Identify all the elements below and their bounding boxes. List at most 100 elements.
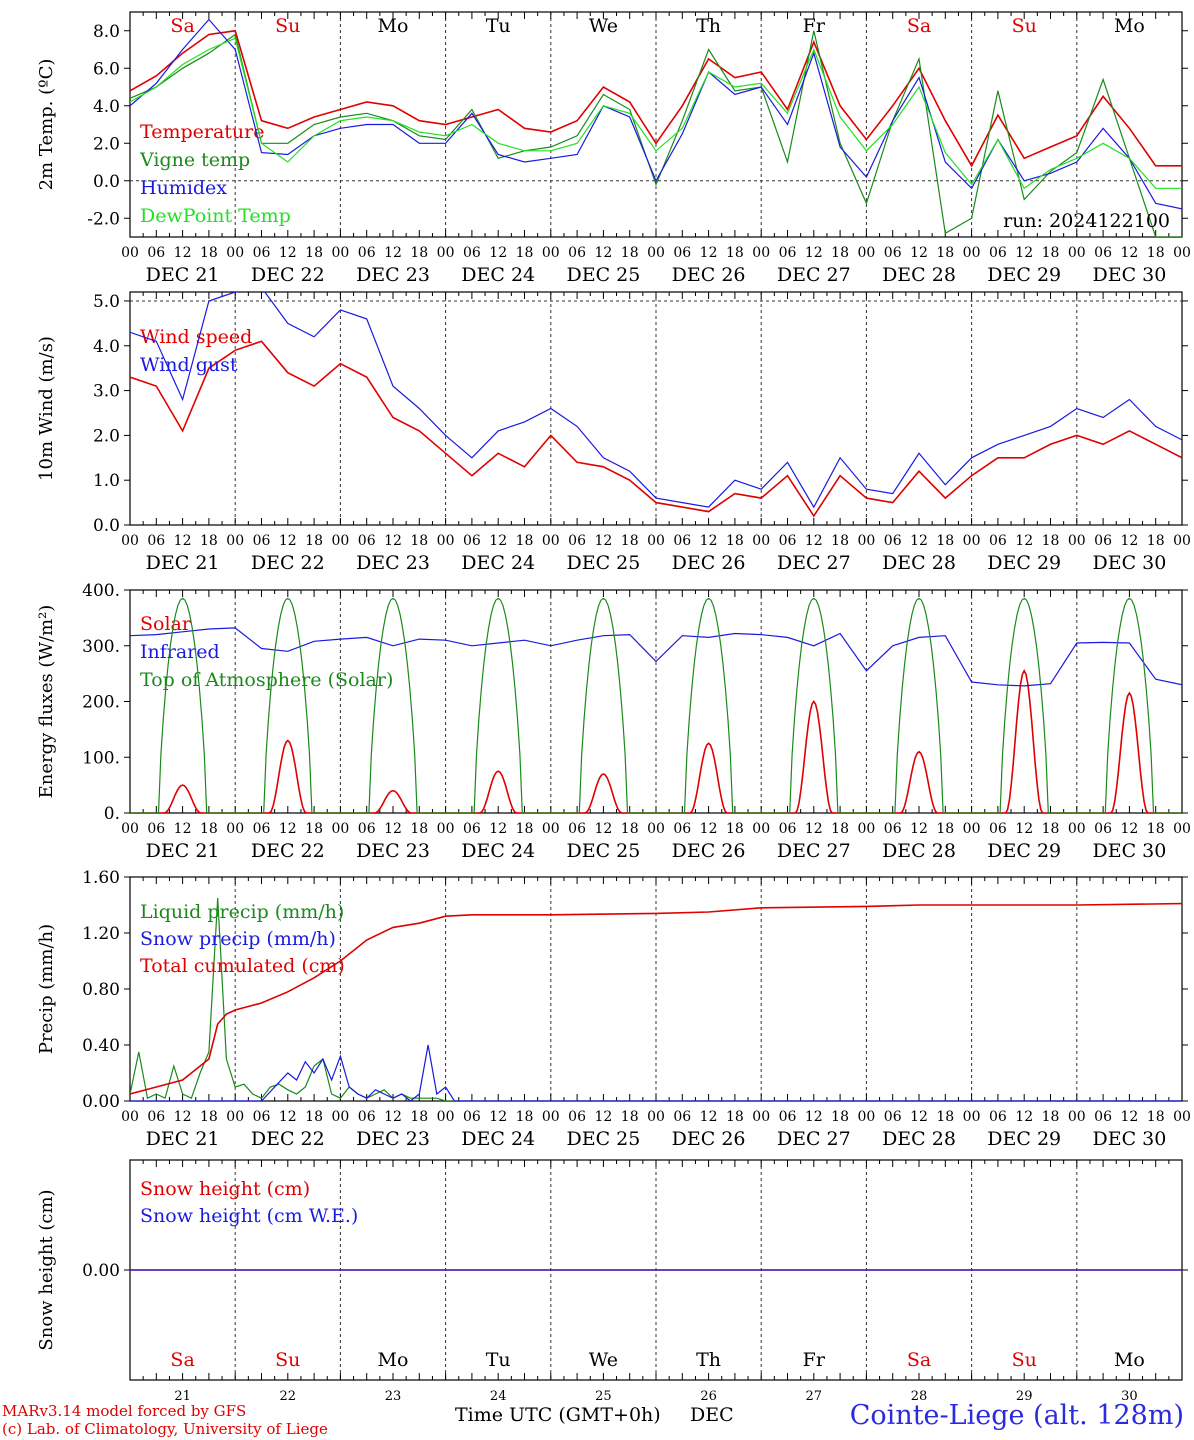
x-hour-label: 06: [568, 245, 586, 261]
x-hour-label: 18: [516, 1109, 534, 1125]
x-date-label: DEC 21: [146, 840, 220, 862]
x-hour-label: 18: [305, 1109, 323, 1125]
x-hour-label: 06: [989, 821, 1007, 837]
x-hour-label: 18: [305, 533, 323, 549]
x-date-label: DEC 27: [777, 1128, 851, 1150]
x-hour-label: 00: [647, 821, 665, 837]
x-date-label: DEC 23: [356, 840, 430, 862]
x-hour-label: 18: [516, 245, 534, 261]
x-hour-label: 18: [726, 1109, 744, 1125]
x-hour-label: 12: [489, 821, 507, 837]
x-hour-label: 00: [857, 533, 875, 549]
day-number-label: 23: [385, 1389, 402, 1404]
x-hour-label: 00: [1068, 821, 1086, 837]
x-date-label: DEC 25: [566, 840, 640, 862]
x-hour-label: 06: [358, 1109, 376, 1125]
x-hour-label: 12: [700, 533, 718, 549]
x-hour-label: 12: [805, 533, 823, 549]
legend-wind-speed: Wind speed: [140, 326, 252, 348]
x-date-label: DEC 26: [672, 1128, 746, 1150]
x-hour-label: 00: [331, 533, 349, 549]
x-hour-label: 06: [673, 533, 691, 549]
x-hour-label: 12: [489, 1109, 507, 1125]
x-hour-label: 06: [884, 245, 902, 261]
x-hour-label: 18: [516, 533, 534, 549]
x-hour-label: 12: [384, 245, 402, 261]
x-hour-label: 12: [700, 821, 718, 837]
x-hour-label: 18: [200, 1109, 218, 1125]
x-hour-label: 00: [647, 1109, 665, 1125]
day-number-label: 25: [595, 1389, 612, 1404]
x-hour-label: 18: [200, 245, 218, 261]
legend-temperature: Temperature: [140, 121, 264, 143]
x-hour-label: 12: [594, 821, 612, 837]
x-hour-label: 06: [884, 533, 902, 549]
y-tick-label: 0.: [104, 804, 120, 824]
month-label: DEC: [690, 1404, 734, 1426]
x-hour-label: 12: [384, 821, 402, 837]
y-tick-label: 400.: [82, 581, 120, 601]
x-hour-label: 18: [1042, 245, 1060, 261]
x-hour-label: 00: [226, 533, 244, 549]
weekday-label: We: [589, 15, 618, 37]
y-tick-label: 4.0: [93, 337, 120, 357]
weekday-label: Su: [275, 15, 300, 37]
x-hour-label: 06: [673, 821, 691, 837]
x-hour-label: 06: [779, 821, 797, 837]
series-line-solar: [130, 669, 1182, 813]
x-date-label: DEC 29: [987, 840, 1061, 862]
x-hour-label: 00: [1173, 533, 1191, 549]
y-axis-label: 10m Wind (m/s): [36, 336, 57, 481]
legend-solar: Solar: [140, 613, 192, 635]
x-date-label: DEC 21: [146, 264, 220, 286]
x-hour-label: 06: [779, 245, 797, 261]
x-hour-label: 18: [410, 821, 428, 837]
x-hour-label: 06: [358, 245, 376, 261]
x-hour-label: 00: [542, 245, 560, 261]
y-tick-label: 4.0: [93, 97, 120, 117]
weekday-label: Su: [1012, 1349, 1037, 1371]
weekday-label: Sa: [907, 15, 931, 37]
x-hour-label: 06: [253, 245, 271, 261]
x-hour-label: 12: [279, 821, 297, 837]
y-tick-label: 0.00: [82, 1092, 120, 1112]
y-tick-label: 300.: [82, 637, 120, 657]
y-tick-label: 6.0: [93, 59, 120, 79]
series-line-vigne-temp: [130, 30, 1182, 237]
x-date-label: DEC 23: [356, 1128, 430, 1150]
x-hour-label: 06: [568, 1109, 586, 1125]
x-hour-label: 00: [226, 1109, 244, 1125]
legend-snow-precip-mm-h-: Snow precip (mm/h): [140, 928, 336, 950]
x-hour-label: 18: [1147, 533, 1165, 549]
x-hour-label: 12: [489, 533, 507, 549]
x-hour-label: 00: [331, 245, 349, 261]
day-number-label: 28: [911, 1389, 928, 1404]
x-hour-label: 00: [647, 533, 665, 549]
x-hour-label: 18: [831, 1109, 849, 1125]
x-hour-label: 00: [121, 821, 139, 837]
x-hour-label: 18: [410, 533, 428, 549]
x-hour-label: 00: [1173, 1109, 1191, 1125]
x-hour-label: 12: [1120, 1109, 1138, 1125]
series-line-total-cumulated-cm-: [130, 902, 1182, 1095]
x-date-label: DEC 21: [146, 552, 220, 574]
x-date-label: DEC 24: [461, 264, 535, 286]
x-hour-label: 18: [831, 533, 849, 549]
x-hour-label: 18: [936, 245, 954, 261]
x-date-label: DEC 30: [1092, 840, 1166, 862]
x-hour-label: 00: [857, 821, 875, 837]
x-hour-label: 06: [358, 821, 376, 837]
x-hour-label: 18: [936, 821, 954, 837]
model-credit: MARv3.14 model forced by GFS: [2, 1402, 247, 1420]
x-hour-label: 00: [752, 821, 770, 837]
x-hour-label: 06: [1094, 533, 1112, 549]
lab-credit: (c) Lab. of Climatology, University of L…: [2, 1420, 328, 1438]
x-hour-label: 06: [463, 245, 481, 261]
x-hour-label: 12: [174, 245, 192, 261]
x-hour-label: 06: [779, 1109, 797, 1125]
x-hour-label: 00: [437, 821, 455, 837]
x-hour-label: 12: [279, 533, 297, 549]
weekday-label: Su: [275, 1349, 300, 1371]
x-hour-label: 06: [568, 821, 586, 837]
